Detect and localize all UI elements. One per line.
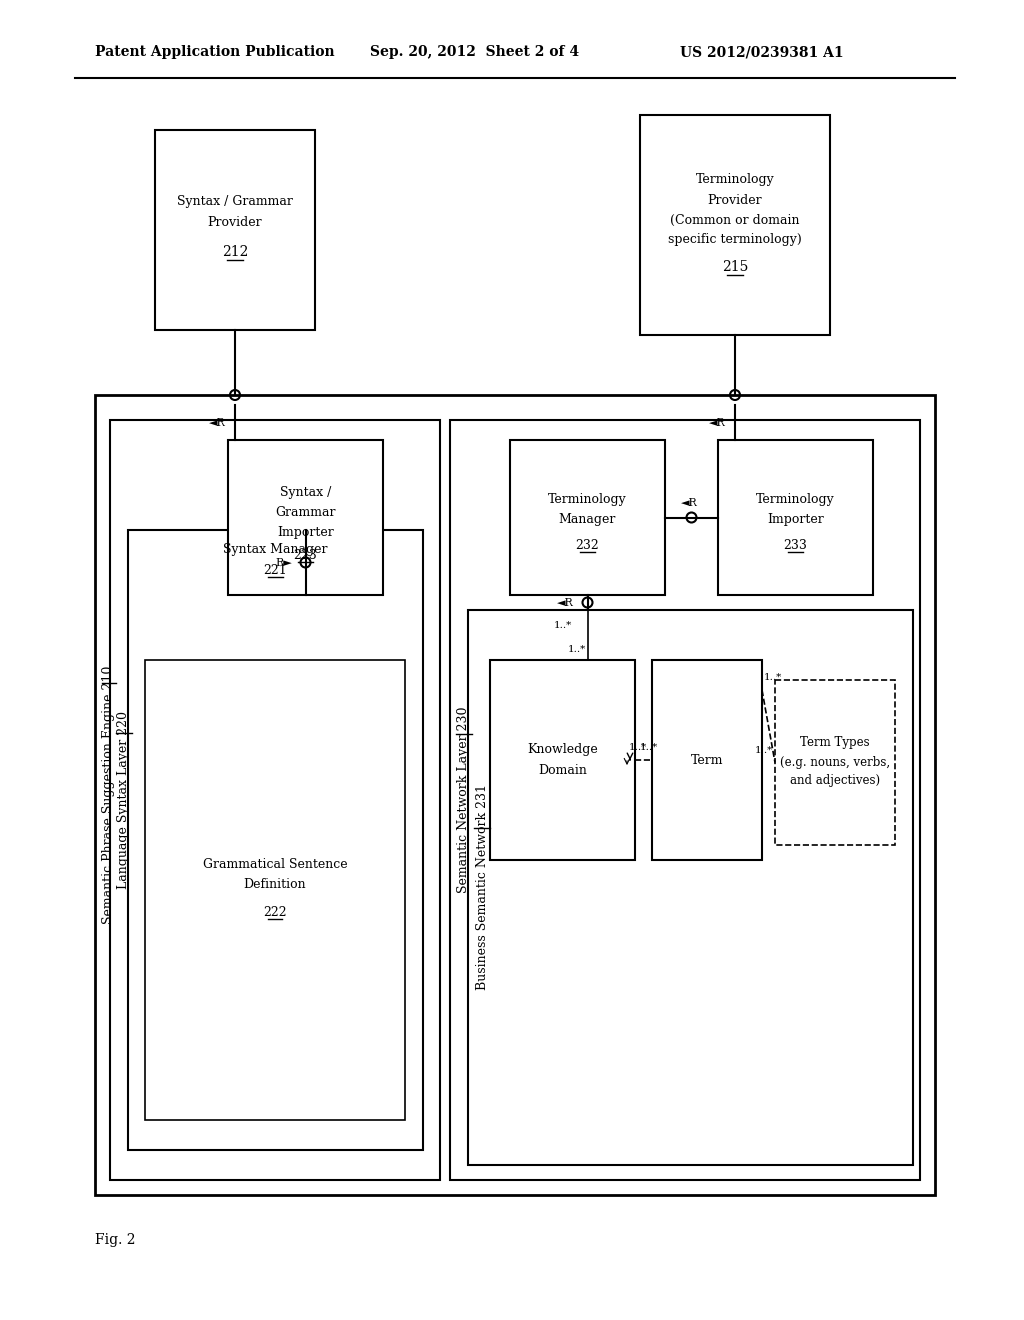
Text: 222: 222 xyxy=(263,906,287,919)
Text: Provider: Provider xyxy=(708,194,762,206)
Text: Syntax /: Syntax / xyxy=(280,486,331,499)
Bar xyxy=(490,660,635,861)
Text: Sep. 20, 2012  Sheet 2 of 4: Sep. 20, 2012 Sheet 2 of 4 xyxy=(370,45,580,59)
Text: ◄R: ◄R xyxy=(709,418,725,428)
Text: Language Syntax Layer 220: Language Syntax Layer 220 xyxy=(118,711,130,888)
Text: 1..*: 1..* xyxy=(764,673,782,682)
Text: 221: 221 xyxy=(263,564,288,577)
Text: 1..*: 1..* xyxy=(567,645,586,655)
Text: Terminology: Terminology xyxy=(756,492,835,506)
Text: 1..*: 1..* xyxy=(755,746,773,755)
Text: (e.g. nouns, verbs,: (e.g. nouns, verbs, xyxy=(780,756,890,770)
Text: specific terminology): specific terminology) xyxy=(668,234,802,247)
Text: 1..*: 1..* xyxy=(553,620,571,630)
Text: Grammatical Sentence: Grammatical Sentence xyxy=(203,858,347,871)
Text: (Common or domain: (Common or domain xyxy=(671,214,800,227)
Text: Provider: Provider xyxy=(208,215,262,228)
Text: Terminology: Terminology xyxy=(548,492,627,506)
Text: Term Types: Term Types xyxy=(800,737,869,748)
Bar xyxy=(718,440,873,595)
Text: Knowledge: Knowledge xyxy=(527,743,598,756)
Text: Importer: Importer xyxy=(767,513,824,525)
Text: Definition: Definition xyxy=(244,879,306,891)
Bar xyxy=(450,420,920,1180)
Text: ◄R: ◄R xyxy=(557,598,573,607)
Text: ◄R: ◄R xyxy=(209,418,225,428)
Text: Semantic Phrase Suggestion Engine 210: Semantic Phrase Suggestion Engine 210 xyxy=(102,665,116,924)
Text: 223: 223 xyxy=(294,549,317,562)
Bar xyxy=(228,440,383,595)
Text: Syntax / Grammar: Syntax / Grammar xyxy=(177,195,293,209)
Text: 233: 233 xyxy=(783,539,808,552)
Text: 1..*: 1..* xyxy=(640,743,658,752)
Text: ◄R: ◄R xyxy=(681,499,698,508)
Bar xyxy=(95,395,935,1195)
Bar xyxy=(652,660,762,861)
Text: Semantic Network Layer 230: Semantic Network Layer 230 xyxy=(458,706,470,894)
Bar xyxy=(468,610,913,1166)
Text: 215: 215 xyxy=(722,260,749,275)
Text: 232: 232 xyxy=(575,539,599,552)
Text: Domain: Domain xyxy=(538,763,587,776)
Text: Syntax Manager: Syntax Manager xyxy=(223,544,328,557)
Bar xyxy=(640,115,830,335)
Text: Fig. 2: Fig. 2 xyxy=(95,1233,135,1247)
Text: 1..*: 1..* xyxy=(629,743,647,752)
Text: and adjectives): and adjectives) xyxy=(790,774,880,787)
Text: Manager: Manager xyxy=(559,513,616,525)
Text: Business Semantic Network 231: Business Semantic Network 231 xyxy=(475,784,488,990)
Bar xyxy=(775,680,895,845)
Text: Importer: Importer xyxy=(278,525,334,539)
Text: R►: R► xyxy=(275,557,292,568)
Bar xyxy=(155,129,315,330)
Text: US 2012/0239381 A1: US 2012/0239381 A1 xyxy=(680,45,844,59)
Bar xyxy=(510,440,665,595)
Bar xyxy=(128,531,423,1150)
Text: Terminology: Terminology xyxy=(695,173,774,186)
Bar xyxy=(145,660,406,1119)
Text: Patent Application Publication: Patent Application Publication xyxy=(95,45,335,59)
Bar xyxy=(110,420,440,1180)
Text: Grammar: Grammar xyxy=(275,506,336,519)
Text: 212: 212 xyxy=(222,246,248,259)
Text: Term: Term xyxy=(691,754,723,767)
